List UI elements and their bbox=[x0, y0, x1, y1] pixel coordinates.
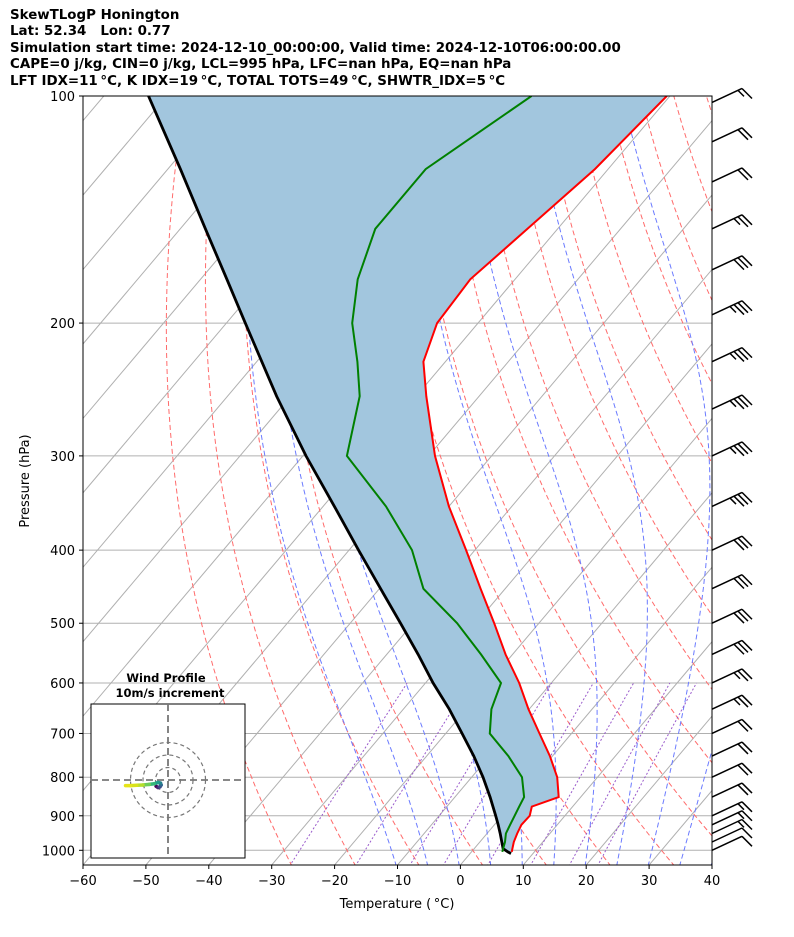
wind-barb bbox=[711, 127, 753, 143]
cape-shading bbox=[148, 96, 667, 852]
wind-barb bbox=[711, 827, 753, 843]
wind-barbs bbox=[711, 87, 753, 851]
x-tick-label: −60 bbox=[69, 874, 96, 889]
dry-adiabat bbox=[772, 96, 794, 866]
x-tick-label: 20 bbox=[578, 874, 595, 889]
wind-profile-inset: Wind Profile 10m/s increment bbox=[90, 671, 246, 859]
wind-barb bbox=[711, 87, 753, 104]
x-tick-label: 10 bbox=[515, 874, 532, 889]
wind-barb bbox=[711, 762, 753, 778]
wind-barb bbox=[711, 535, 753, 551]
station-coordinates: Lat: 52.34 Lon: 0.77 bbox=[10, 24, 171, 40]
station-title: SkewTLogP Honington bbox=[10, 8, 180, 23]
isotherm bbox=[459, 566, 712, 865]
moist-adiabat bbox=[463, 96, 598, 865]
wind-barb bbox=[711, 718, 753, 735]
x-tick-label: −30 bbox=[258, 874, 285, 889]
isotherm bbox=[208, 268, 712, 865]
isotherm bbox=[522, 640, 712, 865]
wind-barb bbox=[711, 255, 753, 271]
x-tick-label: 0 bbox=[456, 874, 464, 889]
x-tick-label: −40 bbox=[195, 874, 222, 889]
wind-barb bbox=[711, 668, 753, 684]
dry-adiabat bbox=[412, 96, 712, 837]
dry-adiabat bbox=[445, 96, 712, 764]
y-tick-label: 300 bbox=[50, 450, 75, 465]
inset-subtitle: 10m/s increment bbox=[116, 686, 225, 700]
wind-barb bbox=[711, 574, 753, 590]
isotherm bbox=[83, 96, 230, 271]
moist-adiabat bbox=[245, 96, 397, 865]
dry-adiabat bbox=[204, 96, 356, 865]
temperature-line bbox=[422, 96, 668, 853]
wind-barb bbox=[711, 810, 753, 826]
isotherm bbox=[585, 715, 712, 865]
y-axis-label: Pressure (hPa) bbox=[18, 434, 33, 527]
dry-adiabat bbox=[510, 96, 712, 617]
wind-barb bbox=[711, 491, 753, 508]
wind-barb bbox=[711, 835, 753, 851]
dry-adiabat bbox=[477, 96, 712, 691]
mixing-ratio-line bbox=[597, 682, 697, 865]
wind-barb bbox=[711, 300, 753, 316]
y-tick-label: 900 bbox=[50, 810, 75, 825]
moist-adiabat bbox=[531, 96, 648, 865]
simulation-times: Simulation start time: 2024-12-10_00:00:… bbox=[10, 40, 621, 56]
plot-area bbox=[83, 96, 794, 866]
y-tick-label: 700 bbox=[50, 727, 75, 742]
y-tick-label: 400 bbox=[50, 544, 75, 559]
wind-barb bbox=[711, 214, 753, 230]
isotherm bbox=[271, 343, 712, 865]
y-tick-label: 100 bbox=[50, 90, 75, 105]
x-tick-label: −50 bbox=[132, 874, 159, 889]
wind-barb bbox=[711, 818, 753, 835]
x-tick-label: 30 bbox=[641, 874, 658, 889]
x-tick-label: −10 bbox=[384, 874, 411, 889]
dry-adiabat bbox=[379, 96, 675, 865]
wind-barb bbox=[711, 346, 753, 363]
dry-adiabat bbox=[542, 96, 712, 541]
dry-adiabat bbox=[165, 96, 293, 865]
convective-indices: CAPE=0 j/kg, CIN=0 j/kg, LCL=995 hPa, LF… bbox=[10, 57, 512, 73]
x-tick-label: 40 bbox=[704, 874, 721, 889]
wind-barb bbox=[711, 167, 753, 183]
mixing-ratio-line bbox=[289, 682, 408, 865]
wind-barb bbox=[711, 608, 753, 624]
x-tick-label: −20 bbox=[321, 874, 348, 889]
wind-barb bbox=[711, 639, 753, 656]
mixing-ratio-line bbox=[568, 682, 671, 865]
y-tick-label: 600 bbox=[50, 677, 75, 692]
wind-barb bbox=[711, 741, 753, 757]
stability-indices: LFT IDX=11 °C, K IDX=19 °C, TOTAL TOTS=4… bbox=[10, 73, 506, 89]
dry-adiabat bbox=[739, 96, 794, 866]
axes: −60 −50 −40 −30 −20 −10 0 10 20 30 40 100 200 300 400 5… bbox=[42, 90, 720, 889]
inset-title: Wind Profile bbox=[126, 671, 206, 685]
dewpoint-line bbox=[345, 96, 533, 853]
wind-barb bbox=[711, 801, 753, 817]
chart-header: SkewTLogP Honington Lat: 52.34 Lon: 0.77 S… bbox=[10, 8, 621, 90]
moist-adiabat bbox=[622, 96, 711, 865]
moist-adiabat bbox=[409, 96, 557, 865]
wind-barb bbox=[711, 694, 753, 710]
y-tick-label: 200 bbox=[50, 317, 75, 332]
wind-barb bbox=[711, 394, 753, 410]
isotherm bbox=[333, 417, 712, 865]
isotherm bbox=[145, 194, 712, 865]
x-axis-label: Temperature ( °C) bbox=[339, 897, 455, 912]
y-tick-label: 500 bbox=[50, 617, 75, 632]
dry-adiabat bbox=[242, 96, 420, 865]
mixing-ratio-line bbox=[355, 682, 470, 865]
y-tick-label: 800 bbox=[50, 771, 75, 786]
wind-barb bbox=[711, 441, 753, 457]
y-tick-label: 1000 bbox=[42, 844, 75, 859]
wind-barb bbox=[711, 782, 753, 798]
parcel-profile-line bbox=[147, 96, 512, 855]
isotherm bbox=[83, 96, 293, 345]
